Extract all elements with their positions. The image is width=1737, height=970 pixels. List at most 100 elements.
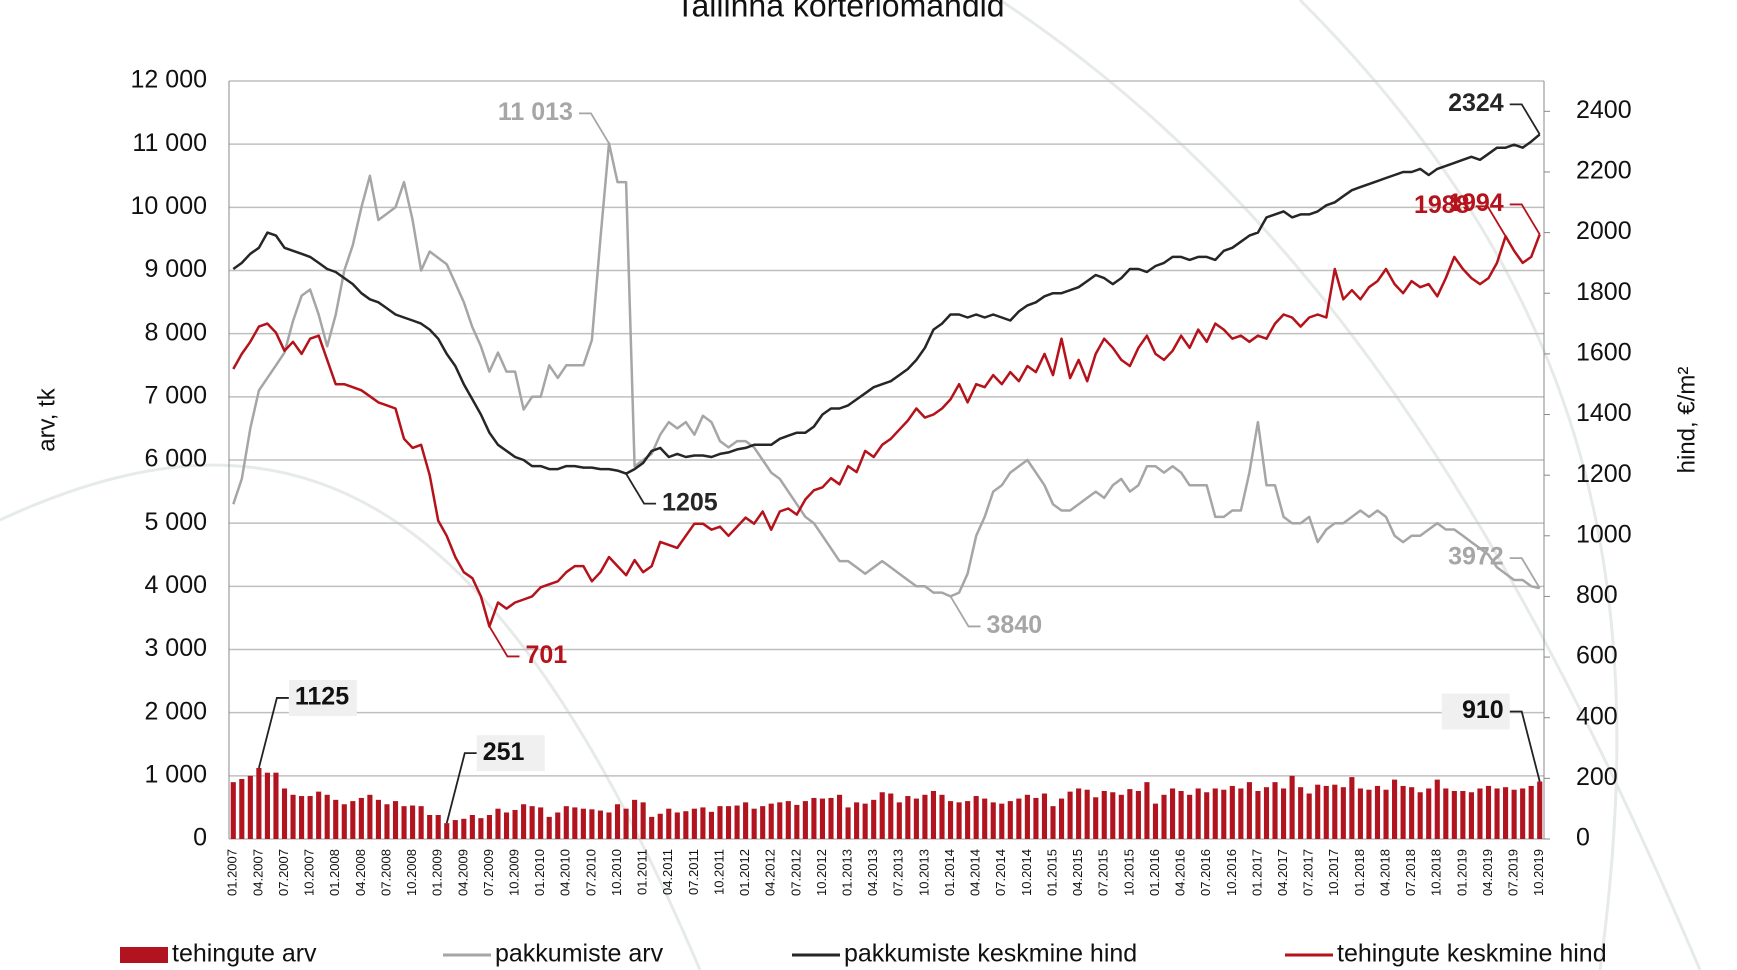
bar [1110, 792, 1116, 839]
y-tick-label: 12 000 [131, 66, 207, 94]
y-tick-label: 3 000 [144, 634, 207, 662]
bar [1229, 785, 1235, 839]
y-tick-label: 8 000 [144, 318, 207, 346]
bar [546, 816, 552, 839]
bar [828, 797, 834, 839]
background-decoration [0, 0, 1702, 970]
x-tick-label: 07.2010 [583, 849, 598, 896]
bar [871, 799, 877, 839]
x-tick-label: 10.2009 [506, 849, 521, 896]
data-label: 11 013 [498, 98, 573, 126]
bar [401, 806, 407, 839]
bar [836, 794, 843, 839]
data-label: 3840 [987, 611, 1043, 639]
x-tick-label: 07.2009 [481, 849, 496, 896]
label-leader [949, 595, 981, 628]
bar [256, 767, 262, 839]
bar [614, 804, 621, 839]
bar [384, 804, 390, 839]
x-tick-label: 04.2015 [1070, 849, 1085, 896]
bar [495, 808, 501, 839]
bar [529, 806, 535, 839]
bar [913, 798, 919, 839]
bar [1520, 788, 1526, 839]
bar [486, 814, 492, 839]
data-label: 1988 [1414, 191, 1470, 219]
label-leader [1475, 205, 1507, 237]
bar [1417, 792, 1423, 839]
x-tick-label: 04.2013 [865, 849, 880, 896]
bar [452, 820, 458, 839]
legend-label: tehingute keskmine hind [1337, 940, 1607, 968]
bar [845, 807, 851, 839]
bar [649, 816, 655, 839]
x-tick-label: 07.2008 [378, 849, 393, 896]
bar [427, 814, 433, 839]
label-leader [1509, 103, 1541, 135]
x-tick-label: 04.2014 [968, 849, 983, 896]
bar [1007, 801, 1013, 839]
bar [1332, 784, 1338, 839]
x-tick-label: 07.2013 [891, 849, 906, 896]
bar [1400, 785, 1406, 839]
y2-tick-label: 1600 [1576, 338, 1632, 366]
y-tick-label: 0 [193, 824, 207, 852]
bar [982, 798, 988, 839]
bar [555, 812, 561, 839]
bar [725, 806, 732, 839]
x-tick-label: 01.2009 [430, 849, 445, 896]
bar [854, 802, 860, 839]
bar [264, 772, 270, 839]
bar [1357, 788, 1363, 839]
y2-tick-label: 1200 [1576, 460, 1632, 488]
data-label: 1994 [1448, 189, 1504, 217]
bar [862, 803, 868, 839]
bar [623, 808, 629, 839]
bar [1221, 789, 1227, 839]
y2-tick-label: 2200 [1576, 157, 1632, 185]
bar [930, 790, 937, 839]
bar [333, 799, 339, 839]
bar [1101, 790, 1107, 839]
x-tick-label: 10.2017 [1326, 849, 1341, 896]
bar [247, 775, 253, 839]
bar [1289, 775, 1295, 839]
y-tick-label: 1 000 [144, 760, 207, 788]
y-tick-label: 11 000 [132, 129, 207, 157]
y2-tick-label: 1000 [1576, 520, 1632, 548]
bar [1374, 785, 1381, 839]
y2-tick-label: 600 [1576, 642, 1618, 670]
bar [777, 802, 783, 839]
x-tick-label: 10.2007 [302, 849, 317, 896]
y2-tick-label: 400 [1576, 702, 1618, 730]
y2-tick-label: 0 [1576, 824, 1590, 852]
bar [324, 794, 330, 839]
bar [1426, 788, 1432, 839]
x-tick-label: 07.2016 [1198, 849, 1213, 896]
x-tick-label: 01.2008 [327, 849, 342, 896]
bar [307, 796, 313, 839]
legend-label: tehingute arv [172, 940, 317, 968]
bar [589, 809, 595, 839]
bar [375, 799, 381, 839]
bar [819, 798, 826, 839]
x-tick-label: 01.2010 [532, 849, 547, 896]
bar [358, 797, 364, 839]
bar [965, 801, 971, 839]
line [232, 133, 1541, 475]
data-label: 2324 [1448, 89, 1504, 117]
line [232, 233, 1541, 628]
x-tick-label: 10.2019 [1531, 849, 1546, 896]
data-label: 251 [483, 738, 525, 766]
y2-axis-label: hind, €/m² [1673, 367, 1700, 474]
bar [708, 811, 715, 839]
y-tick-label: 2 000 [144, 697, 207, 725]
bar [785, 801, 791, 839]
bar [435, 814, 441, 839]
bar [1161, 794, 1167, 839]
bar [1144, 782, 1150, 839]
x-tick-label: 04.2016 [1173, 849, 1188, 896]
x-tick-label: 04.2011 [660, 849, 675, 895]
bar [316, 791, 322, 839]
